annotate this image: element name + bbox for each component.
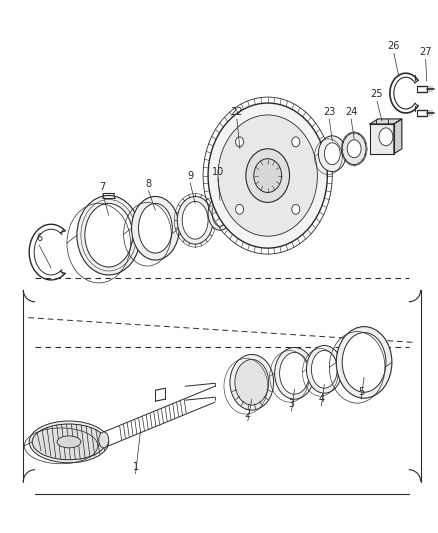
- Text: 26: 26: [388, 42, 400, 51]
- Ellipse shape: [208, 197, 232, 230]
- Polygon shape: [394, 119, 402, 154]
- Ellipse shape: [347, 140, 361, 158]
- Ellipse shape: [99, 432, 109, 448]
- Ellipse shape: [182, 201, 208, 239]
- Text: 10: 10: [212, 167, 224, 176]
- Ellipse shape: [177, 197, 213, 244]
- Ellipse shape: [292, 137, 300, 147]
- Ellipse shape: [275, 348, 314, 399]
- Ellipse shape: [77, 196, 141, 275]
- Text: 1: 1: [132, 462, 138, 472]
- Ellipse shape: [307, 345, 342, 393]
- Polygon shape: [370, 119, 402, 124]
- Ellipse shape: [324, 143, 340, 165]
- Text: 6: 6: [36, 233, 42, 243]
- Ellipse shape: [208, 103, 327, 248]
- Ellipse shape: [131, 197, 179, 260]
- Text: 9: 9: [187, 171, 193, 181]
- Ellipse shape: [236, 137, 244, 147]
- Ellipse shape: [246, 149, 290, 203]
- Text: 2: 2: [245, 409, 251, 419]
- Ellipse shape: [318, 136, 346, 172]
- Text: 5: 5: [358, 387, 364, 397]
- Ellipse shape: [212, 200, 228, 226]
- Text: 24: 24: [345, 107, 357, 117]
- Ellipse shape: [254, 159, 282, 192]
- Polygon shape: [370, 124, 394, 154]
- Text: 27: 27: [420, 47, 432, 58]
- Ellipse shape: [342, 133, 366, 165]
- Ellipse shape: [236, 204, 244, 214]
- Text: 4: 4: [318, 394, 325, 404]
- Text: 23: 23: [323, 107, 336, 117]
- Text: 8: 8: [145, 179, 152, 189]
- Ellipse shape: [336, 327, 392, 398]
- Ellipse shape: [311, 351, 337, 388]
- Text: 3: 3: [289, 399, 295, 409]
- Ellipse shape: [235, 359, 268, 405]
- Ellipse shape: [292, 204, 300, 214]
- Ellipse shape: [85, 204, 133, 267]
- Text: 22: 22: [231, 107, 243, 117]
- Ellipse shape: [230, 354, 274, 410]
- Ellipse shape: [29, 421, 109, 463]
- Text: 7: 7: [99, 182, 106, 191]
- Ellipse shape: [138, 204, 172, 253]
- Text: 25: 25: [371, 89, 383, 99]
- Ellipse shape: [379, 128, 393, 146]
- Ellipse shape: [218, 115, 318, 236]
- Ellipse shape: [342, 333, 386, 392]
- Ellipse shape: [32, 424, 106, 460]
- Ellipse shape: [279, 352, 309, 394]
- Ellipse shape: [57, 436, 81, 448]
